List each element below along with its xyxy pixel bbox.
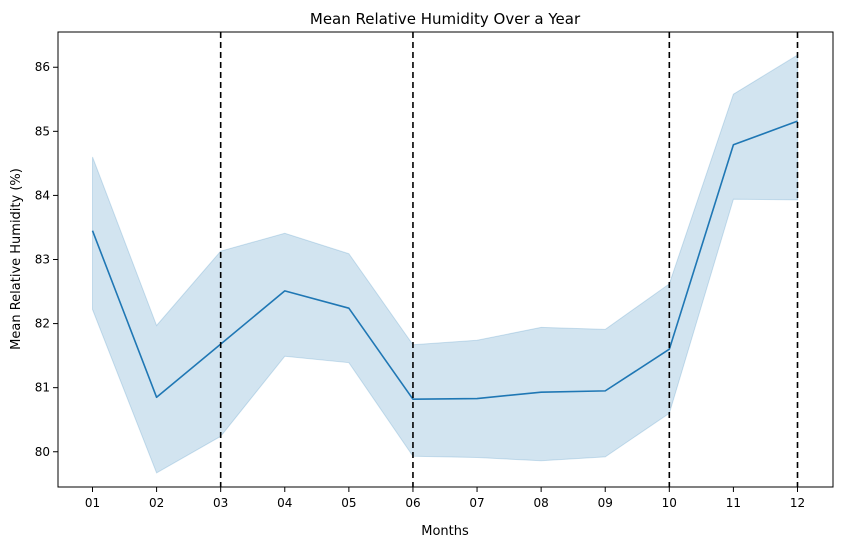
y-axis-label: Mean Relative Humidity (%): [9, 168, 24, 350]
x-tick-label-12: 12: [790, 496, 805, 510]
x-tick-label-07: 07: [469, 496, 484, 510]
y-tick-label-84: 84: [35, 188, 50, 202]
y-tick-label-85: 85: [35, 124, 50, 138]
x-tick-label-08: 08: [533, 496, 548, 510]
chart-title: Mean Relative Humidity Over a Year: [310, 10, 581, 28]
y-tick-label-83: 83: [35, 253, 50, 267]
x-tick-label-09: 09: [598, 496, 613, 510]
series-line: [91, 120, 798, 401]
x-tick-label-03: 03: [213, 496, 228, 510]
x-tick-label-11: 11: [726, 496, 741, 510]
y-tick-label-82: 82: [35, 317, 50, 331]
x-axis-label: Months: [421, 524, 469, 539]
x-tick-label-02: 02: [149, 496, 164, 510]
x-tick-label-01: 01: [85, 496, 100, 510]
y-tick-label-80: 80: [35, 445, 50, 459]
y-tick-label-86: 86: [35, 60, 50, 74]
x-tick-label-06: 06: [405, 496, 420, 510]
y-tick-label-81: 81: [35, 381, 50, 395]
x-tick-label-04: 04: [277, 496, 292, 510]
x-tick-label-05: 05: [341, 496, 356, 510]
confidence-band: [92, 54, 798, 474]
x-tick-label-10: 10: [662, 496, 677, 510]
plot-area: 01 02 03 04 05 06 07 08 09 10 11 12 80 81 82 83 84 85 86: [35, 31, 834, 510]
